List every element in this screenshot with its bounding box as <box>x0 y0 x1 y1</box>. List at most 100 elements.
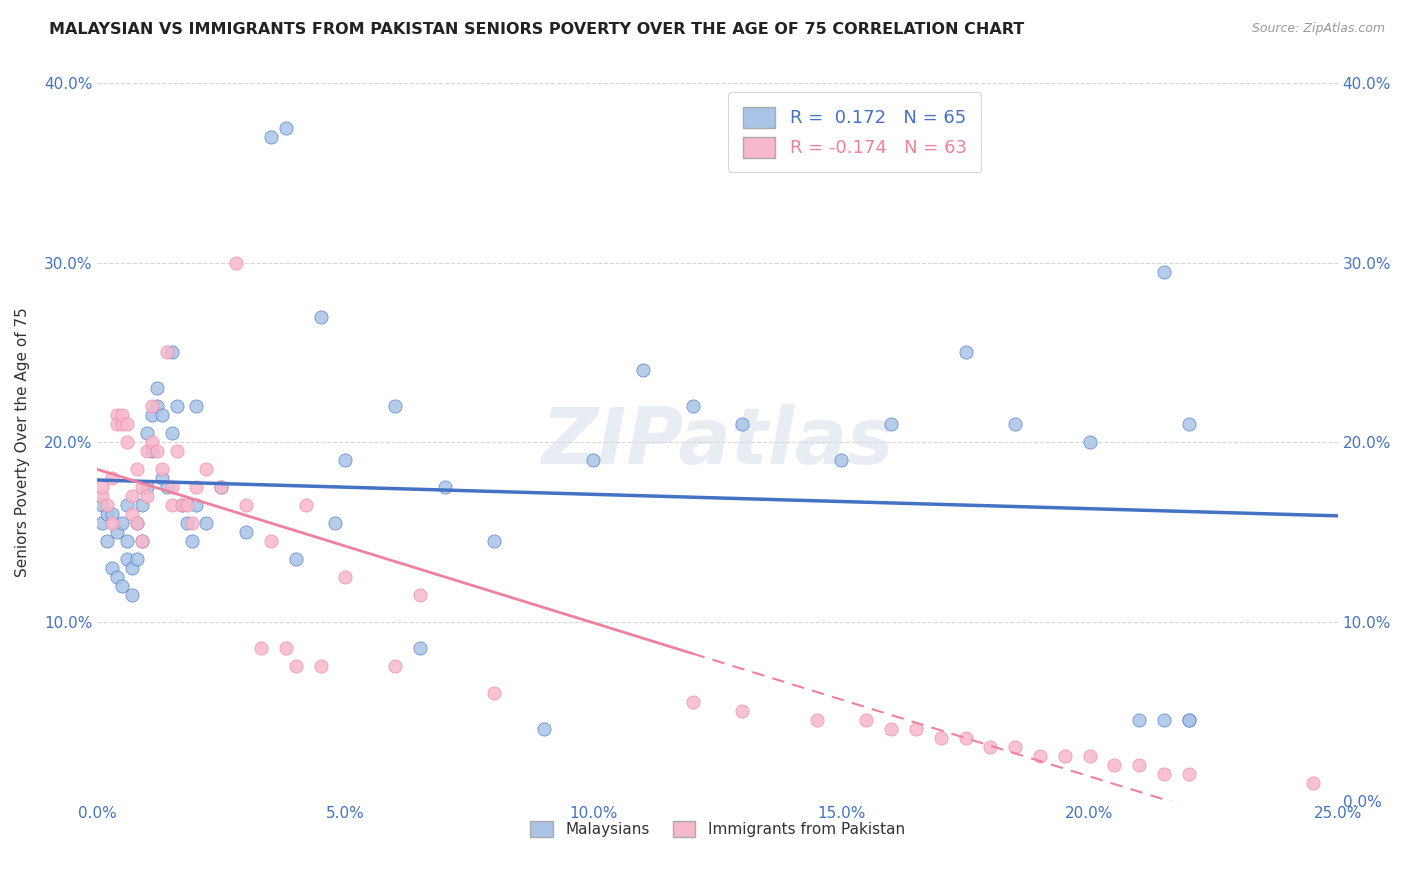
Point <box>91 516 114 530</box>
Point <box>105 570 128 584</box>
Point <box>284 551 307 566</box>
Point <box>135 480 157 494</box>
Point <box>209 480 232 494</box>
Point <box>156 480 179 494</box>
Point <box>955 731 977 745</box>
Point <box>131 498 153 512</box>
Point <box>111 579 134 593</box>
Point <box>160 426 183 441</box>
Point <box>1178 417 1201 432</box>
Point <box>880 722 903 736</box>
Point <box>309 310 332 324</box>
Point <box>1153 265 1175 279</box>
Point <box>731 417 754 432</box>
Point <box>309 659 332 673</box>
Point <box>96 533 118 548</box>
Point <box>131 533 153 548</box>
Point <box>731 704 754 718</box>
Point <box>855 713 877 727</box>
Point <box>325 516 347 530</box>
Point <box>1178 767 1201 781</box>
Point <box>135 489 157 503</box>
Point <box>433 480 456 494</box>
Point <box>96 498 118 512</box>
Point <box>1004 417 1026 432</box>
Point <box>170 498 193 512</box>
Point <box>274 121 297 136</box>
Point <box>176 516 198 530</box>
Point <box>180 533 202 548</box>
Point <box>1078 749 1101 764</box>
Point <box>880 417 903 432</box>
Point <box>115 533 138 548</box>
Point <box>1153 767 1175 781</box>
Point <box>91 489 114 503</box>
Point <box>1153 713 1175 727</box>
Point <box>335 453 357 467</box>
Point <box>121 560 143 574</box>
Point <box>1004 740 1026 755</box>
Point <box>235 524 257 539</box>
Point <box>384 659 406 673</box>
Point <box>125 516 148 530</box>
Point <box>1053 749 1076 764</box>
Point <box>225 256 247 270</box>
Point <box>96 507 118 521</box>
Point <box>101 560 124 574</box>
Point <box>125 516 148 530</box>
Point <box>121 588 143 602</box>
Point <box>929 731 952 745</box>
Point <box>409 588 432 602</box>
Point <box>176 498 198 512</box>
Point <box>631 363 654 377</box>
Point <box>121 489 143 503</box>
Point <box>1178 713 1201 727</box>
Point <box>156 345 179 359</box>
Point <box>146 444 169 458</box>
Point <box>209 480 232 494</box>
Point <box>160 498 183 512</box>
Point <box>141 409 163 423</box>
Point <box>150 409 173 423</box>
Point <box>186 480 208 494</box>
Point <box>141 444 163 458</box>
Point <box>250 641 273 656</box>
Point <box>979 740 1001 755</box>
Point <box>1302 776 1324 790</box>
Point <box>101 507 124 521</box>
Point <box>150 471 173 485</box>
Point <box>125 462 148 476</box>
Point <box>235 498 257 512</box>
Point <box>260 130 283 145</box>
Point <box>115 417 138 432</box>
Point <box>682 399 704 413</box>
Point <box>160 345 183 359</box>
Point <box>482 686 505 700</box>
Point <box>284 659 307 673</box>
Point <box>409 641 432 656</box>
Point <box>160 480 183 494</box>
Point <box>146 399 169 413</box>
Point <box>335 570 357 584</box>
Point <box>904 722 927 736</box>
Point <box>141 435 163 450</box>
Point <box>101 471 124 485</box>
Point <box>186 498 208 512</box>
Point <box>533 722 555 736</box>
Point <box>1029 749 1052 764</box>
Point <box>166 444 188 458</box>
Point <box>111 409 134 423</box>
Point <box>125 551 148 566</box>
Point <box>274 641 297 656</box>
Point <box>115 498 138 512</box>
Point <box>111 516 134 530</box>
Point <box>180 516 202 530</box>
Point <box>582 453 605 467</box>
Point <box>1128 758 1150 772</box>
Point <box>384 399 406 413</box>
Point <box>1104 758 1126 772</box>
Point <box>146 381 169 395</box>
Text: MALAYSIAN VS IMMIGRANTS FROM PAKISTAN SENIORS POVERTY OVER THE AGE OF 75 CORRELA: MALAYSIAN VS IMMIGRANTS FROM PAKISTAN SE… <box>49 22 1025 37</box>
Point <box>135 426 157 441</box>
Point <box>170 498 193 512</box>
